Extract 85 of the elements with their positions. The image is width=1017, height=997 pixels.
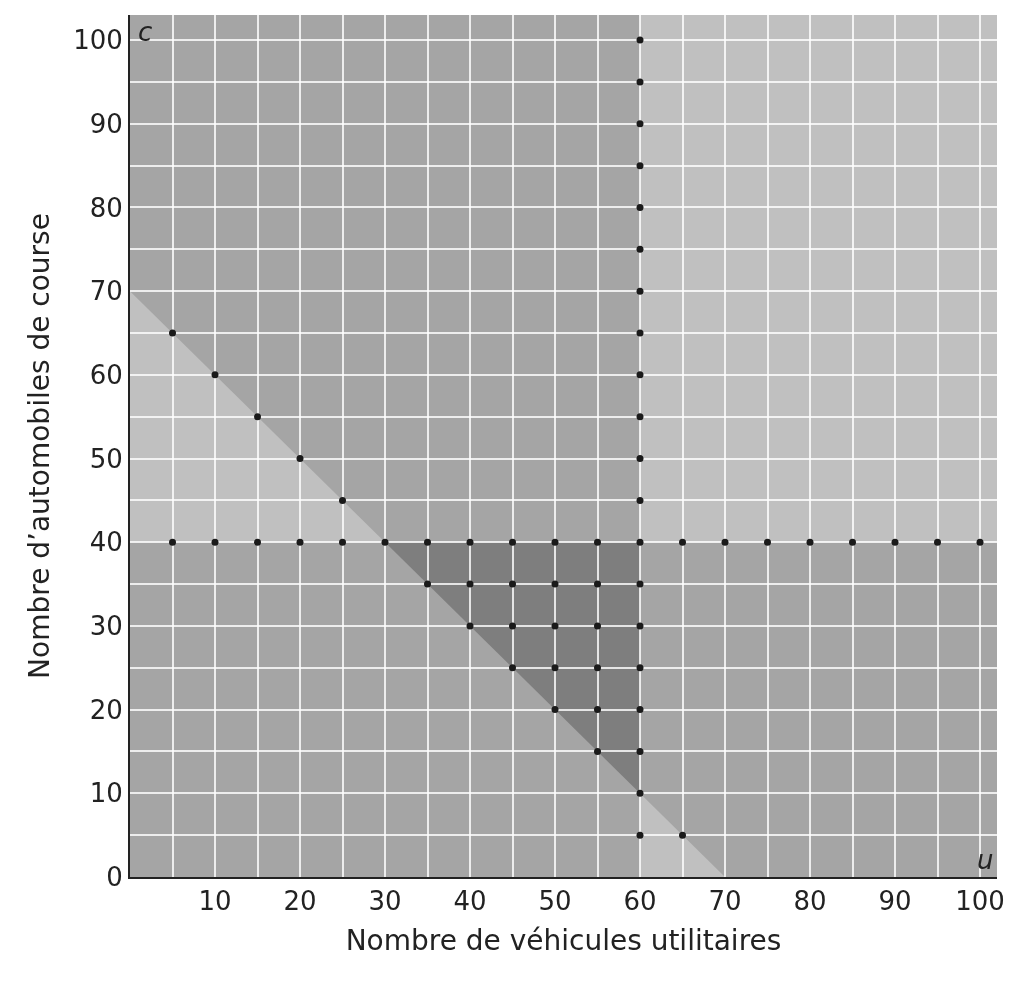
point — [976, 538, 984, 546]
point — [636, 78, 644, 86]
point — [509, 580, 516, 588]
point — [891, 538, 899, 546]
point — [636, 831, 644, 839]
x-tick-label: 40 — [453, 886, 487, 917]
point — [636, 287, 644, 295]
x-tick-label: 70 — [708, 886, 742, 917]
point — [594, 580, 601, 588]
point — [636, 580, 644, 588]
point — [296, 538, 304, 546]
point — [509, 538, 516, 546]
point — [339, 538, 346, 546]
point — [466, 580, 474, 588]
point — [636, 538, 644, 546]
annotation: u — [977, 845, 994, 875]
x-tick-label: 80 — [793, 886, 827, 917]
point — [636, 455, 644, 463]
x-tick-label: 90 — [878, 886, 912, 917]
point — [636, 36, 644, 44]
y-tick-label: 100 — [73, 25, 123, 56]
point — [211, 538, 219, 546]
point — [679, 538, 686, 546]
point — [764, 538, 771, 546]
point — [296, 455, 304, 463]
x-tick-label: 60 — [623, 886, 657, 917]
x-tick-label: 50 — [538, 886, 572, 917]
x-axis-title: Nombre de véhicules utilitaires — [345, 923, 782, 957]
point — [424, 538, 431, 546]
point — [551, 622, 559, 630]
y-tick-label: 70 — [89, 276, 123, 307]
point — [254, 538, 261, 546]
point — [636, 120, 644, 128]
point — [551, 580, 559, 588]
annotation: c — [138, 17, 153, 47]
x-tick-label: 100 — [955, 886, 1005, 917]
point — [721, 538, 729, 546]
point — [169, 329, 176, 337]
y-tick-label: 90 — [89, 108, 123, 139]
point — [509, 664, 516, 672]
point — [466, 622, 474, 630]
y-tick-label: 60 — [89, 359, 123, 390]
point — [169, 538, 176, 546]
point — [594, 538, 601, 546]
point — [934, 538, 941, 546]
point — [594, 747, 601, 755]
x-tick-label: 20 — [283, 886, 317, 917]
y-tick-label: 30 — [89, 611, 123, 642]
point — [636, 329, 644, 337]
point — [636, 706, 644, 714]
point — [424, 580, 431, 588]
point — [679, 831, 686, 839]
point — [636, 789, 644, 797]
point — [594, 622, 601, 630]
point — [594, 664, 601, 672]
point — [636, 371, 644, 379]
x-tick-label: 10 — [198, 886, 232, 917]
point — [551, 538, 559, 546]
y-tick-label: 80 — [89, 192, 123, 223]
point — [551, 706, 559, 714]
point — [636, 413, 644, 421]
point — [509, 622, 516, 630]
point — [211, 371, 219, 379]
point — [636, 203, 644, 211]
point — [849, 538, 856, 546]
point — [636, 245, 644, 253]
point — [636, 622, 644, 630]
point — [636, 162, 644, 170]
point — [339, 496, 346, 504]
x-tick-label: 30 — [368, 886, 402, 917]
point — [254, 413, 261, 421]
y-axis-title: Nombre d’automobiles de course — [23, 213, 57, 679]
y-tick-label: 20 — [89, 694, 123, 725]
point — [551, 664, 559, 672]
point — [636, 747, 644, 755]
point — [636, 664, 644, 672]
point — [806, 538, 814, 546]
point — [594, 706, 601, 714]
point — [636, 496, 644, 504]
y-tick-label: 0 — [106, 862, 123, 893]
y-tick-label: 40 — [89, 527, 123, 558]
y-tick-label: 10 — [89, 778, 123, 809]
y-tick-label: 50 — [89, 443, 123, 474]
point — [381, 538, 389, 546]
point — [466, 538, 474, 546]
